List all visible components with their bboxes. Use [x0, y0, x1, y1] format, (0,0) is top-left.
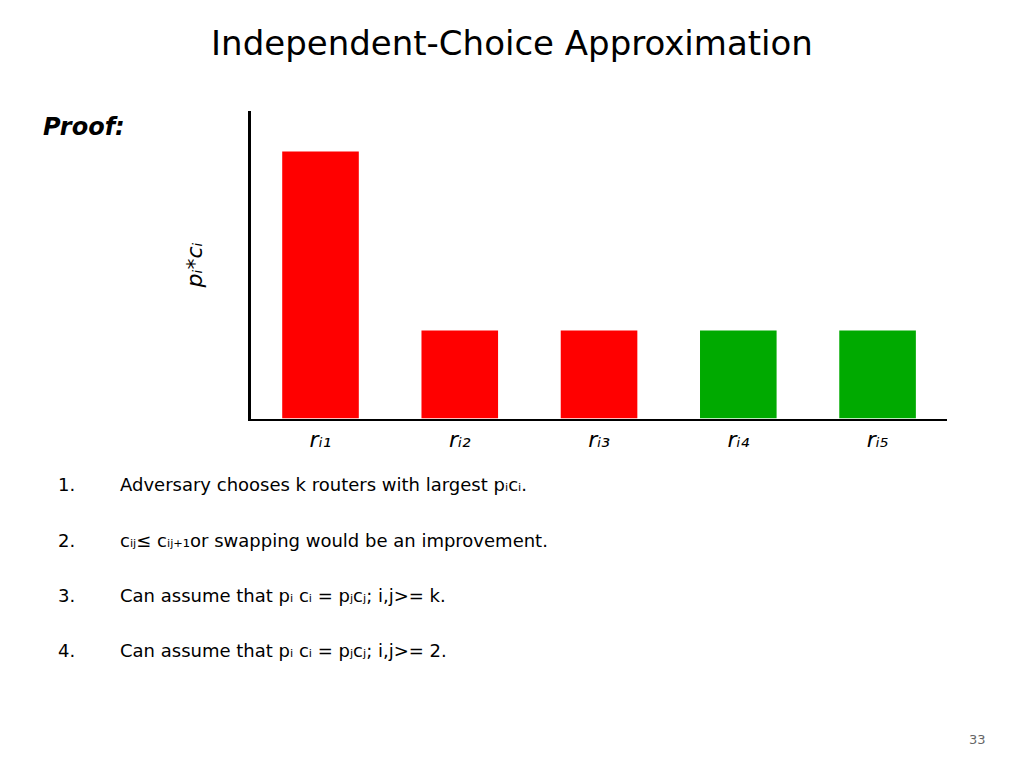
svg-text:2.: 2.	[58, 530, 75, 551]
svg-text:3.: 3.	[58, 585, 75, 606]
svg-text:Can assume that pᵢ cᵢ = pⱼcⱼ;: Can assume that pᵢ cᵢ = pⱼcⱼ; i,j>= 2.	[120, 640, 447, 661]
svg-text:Proof:: Proof:	[43, 113, 125, 141]
svg-text:Independent-Choice Approximati: Independent-Choice Approximation	[211, 23, 813, 63]
svg-text:rᵢ₃: rᵢ₃	[588, 427, 610, 452]
svg-text:rᵢ₂: rᵢ₂	[449, 427, 471, 452]
svg-text:Adversary chooses k routers wi: Adversary chooses k routers with largest…	[120, 474, 527, 495]
svg-text:1.: 1.	[58, 474, 75, 495]
svg-text:cᵢⱼ≤ cᵢⱼ₊₁or swapping would be: cᵢⱼ≤ cᵢⱼ₊₁or swapping would be an improv…	[120, 530, 548, 551]
svg-text:Can assume that pᵢ cᵢ = pⱼcⱼ;: Can assume that pᵢ cᵢ = pⱼcⱼ; i,j>= k.	[120, 585, 446, 606]
svg-text:rᵢ₄: rᵢ₄	[727, 427, 749, 452]
svg-text:rᵢ₅: rᵢ₅	[867, 427, 889, 452]
svg-text:rᵢ₁: rᵢ₁	[310, 427, 332, 452]
svg-text:pᵢ*cᵢ: pᵢ*cᵢ	[182, 242, 207, 288]
svg-text:4.: 4.	[58, 640, 75, 661]
svg-text:33: 33	[969, 732, 986, 747]
